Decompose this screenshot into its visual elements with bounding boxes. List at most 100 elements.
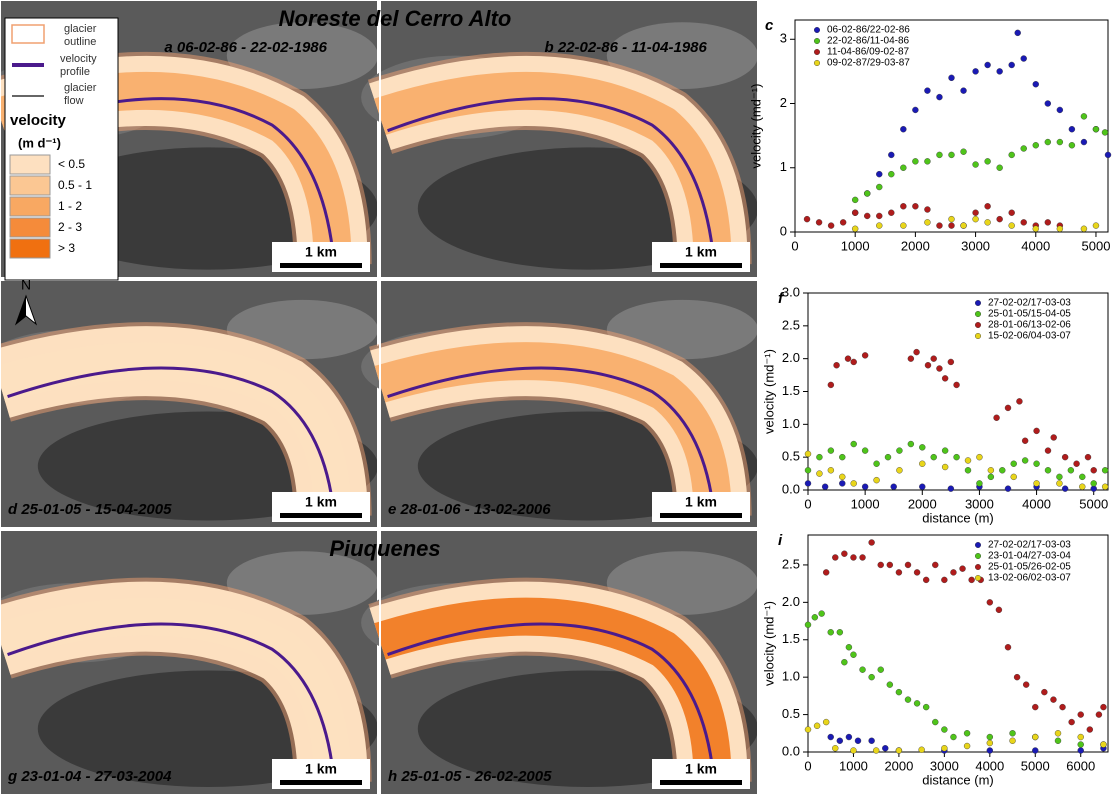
data-point bbox=[805, 727, 811, 733]
panel-caption: d 25-01-05 - 15-04-2005 bbox=[8, 501, 172, 518]
data-point bbox=[942, 464, 948, 470]
scale-label: 1 km bbox=[305, 494, 337, 510]
data-point bbox=[931, 356, 937, 362]
data-point bbox=[887, 682, 893, 688]
data-point bbox=[814, 723, 820, 729]
legend-marker bbox=[814, 27, 820, 33]
data-point bbox=[1005, 405, 1011, 411]
panel-caption: g 23-01-04 - 27-03-2004 bbox=[7, 768, 172, 785]
legend-label: velocity bbox=[60, 53, 97, 65]
data-point bbox=[1078, 742, 1084, 748]
data-point bbox=[1034, 428, 1040, 434]
x-tick-label: 6000 bbox=[1066, 758, 1095, 773]
legend-marker bbox=[975, 333, 981, 339]
data-point bbox=[862, 448, 868, 454]
map-panel: h 25-01-05 - 26-02-20051 km bbox=[361, 530, 758, 795]
legend-marker bbox=[975, 311, 981, 317]
data-point bbox=[985, 203, 991, 209]
data-point bbox=[987, 740, 993, 746]
data-point bbox=[1057, 139, 1063, 145]
scale-label: 1 km bbox=[305, 761, 337, 777]
legend-marker bbox=[975, 575, 981, 581]
x-tick-label: 0 bbox=[804, 496, 811, 511]
legend-label: 11-04-86/09-02-87 bbox=[827, 47, 910, 58]
data-point bbox=[851, 441, 857, 447]
y-tick-label: 0.0 bbox=[782, 743, 800, 758]
data-point bbox=[950, 569, 956, 575]
x-tick-label: 1000 bbox=[841, 238, 870, 253]
data-point bbox=[1014, 674, 1020, 680]
map-title: Piuquenes bbox=[329, 536, 440, 561]
data-point bbox=[852, 226, 858, 232]
scale-bar bbox=[280, 513, 362, 518]
data-point bbox=[896, 467, 902, 473]
data-point bbox=[919, 461, 925, 467]
data-point bbox=[1069, 126, 1075, 132]
y-tick-label: 2.0 bbox=[782, 594, 800, 609]
data-point bbox=[850, 748, 856, 754]
data-point bbox=[846, 644, 852, 650]
data-point bbox=[912, 158, 918, 164]
data-point bbox=[949, 223, 955, 229]
scale-label: 1 km bbox=[685, 494, 717, 510]
data-point bbox=[805, 467, 811, 473]
map-legend: glacier outline velocity profile glacier… bbox=[5, 18, 118, 324]
data-point bbox=[805, 480, 811, 486]
y-tick-label: 0.0 bbox=[782, 481, 800, 496]
data-point bbox=[1022, 438, 1028, 444]
data-point bbox=[816, 454, 822, 460]
data-point bbox=[862, 352, 868, 358]
data-point bbox=[804, 216, 810, 222]
data-point bbox=[976, 454, 982, 460]
data-point bbox=[822, 484, 828, 490]
data-point bbox=[850, 652, 856, 658]
data-point bbox=[1009, 210, 1015, 216]
data-point bbox=[1021, 56, 1027, 62]
legend-label: 13-02-06/02-03-07 bbox=[988, 573, 1071, 584]
data-point bbox=[1060, 704, 1066, 710]
data-point bbox=[869, 539, 875, 545]
scale-bar bbox=[280, 780, 362, 785]
data-point bbox=[1033, 142, 1039, 148]
north-label: N bbox=[21, 277, 31, 293]
legend-label: 09-02-87/29-03-87 bbox=[827, 58, 910, 69]
data-point bbox=[1010, 730, 1016, 736]
data-point bbox=[876, 184, 882, 190]
data-point bbox=[994, 415, 1000, 421]
data-point bbox=[924, 88, 930, 94]
data-point bbox=[961, 88, 967, 94]
data-point bbox=[828, 223, 834, 229]
data-point bbox=[985, 62, 991, 68]
data-point bbox=[948, 486, 954, 492]
data-point bbox=[1096, 712, 1102, 718]
data-point bbox=[932, 719, 938, 725]
data-point bbox=[976, 480, 982, 486]
scale-label: 1 km bbox=[685, 244, 717, 260]
data-point bbox=[876, 223, 882, 229]
data-point bbox=[1081, 113, 1087, 119]
y-axis-label: velocity (md⁻¹) bbox=[748, 84, 763, 169]
data-point bbox=[964, 743, 970, 749]
data-point bbox=[896, 569, 902, 575]
data-point bbox=[823, 719, 829, 725]
legend-label: glacier bbox=[64, 82, 97, 94]
data-point bbox=[869, 738, 875, 744]
scale-bar bbox=[660, 263, 742, 268]
data-point bbox=[908, 356, 914, 362]
data-point bbox=[1009, 152, 1015, 158]
data-point bbox=[1055, 730, 1061, 736]
data-point bbox=[942, 375, 948, 381]
x-tick-label: 2000 bbox=[901, 238, 930, 253]
x-tick-label: 4000 bbox=[1021, 238, 1050, 253]
y-tick-label: 1 bbox=[780, 159, 787, 174]
data-point bbox=[954, 454, 960, 460]
data-point bbox=[1105, 152, 1111, 158]
data-point bbox=[837, 738, 843, 744]
data-point bbox=[1074, 461, 1080, 467]
data-point bbox=[948, 359, 954, 365]
data-point bbox=[860, 667, 866, 673]
data-point bbox=[925, 362, 931, 368]
data-point bbox=[1009, 223, 1015, 229]
data-point bbox=[1045, 467, 1051, 473]
